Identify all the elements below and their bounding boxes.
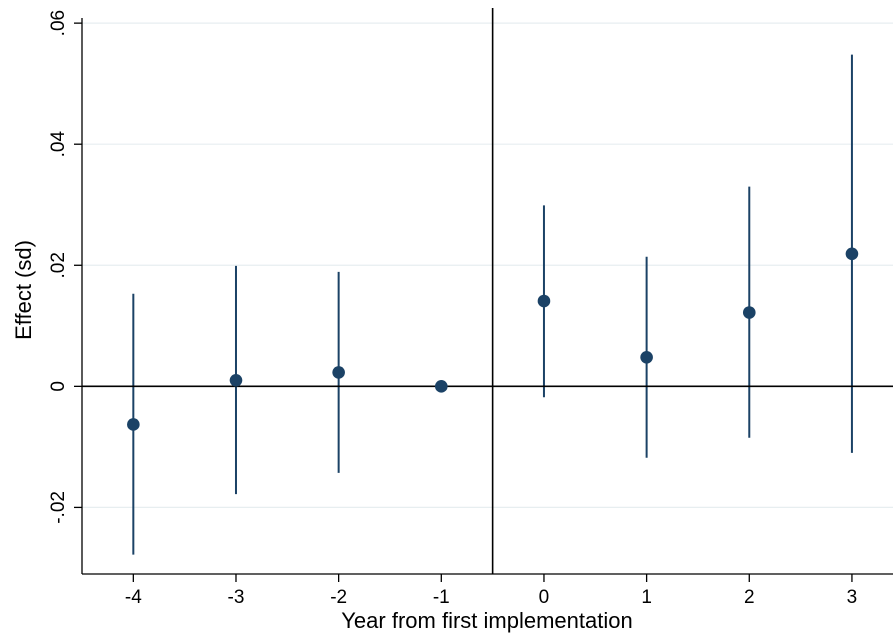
x-axis-title: Year from first implementation (341, 608, 632, 633)
point-estimates (127, 247, 859, 431)
x-tick-label: -2 (330, 587, 347, 608)
x-tick-label: -1 (433, 587, 450, 608)
axes: -.02 0 .02 .04 .06 -4 -3 -2 -1 0 1 2 3 (48, 10, 893, 608)
point-estimate (435, 380, 448, 393)
point-estimate (640, 350, 653, 364)
gridlines (82, 22, 893, 509)
x-tick-label: 1 (641, 587, 652, 608)
point-estimate (742, 306, 756, 319)
point-estimate (127, 418, 140, 431)
reference-lines (82, 8, 893, 574)
y-axis-title: Effect (sd) (11, 240, 36, 340)
point-estimate (229, 373, 243, 387)
point-estimate (845, 247, 859, 261)
x-tick-label: -3 (228, 587, 245, 608)
x-tick-label: 2 (744, 587, 755, 608)
point-estimate (332, 366, 345, 379)
y-tick-label: .02 (48, 252, 69, 278)
y-tick-label: .06 (48, 10, 69, 36)
x-tick-label: 3 (847, 587, 858, 608)
y-tick-label: 0 (48, 381, 69, 392)
x-tick-label: -4 (125, 587, 142, 608)
x-tick-label: 0 (539, 587, 550, 608)
y-tick-label: -.02 (48, 491, 69, 524)
point-estimate (537, 294, 551, 308)
y-tick-label: .04 (48, 131, 69, 158)
